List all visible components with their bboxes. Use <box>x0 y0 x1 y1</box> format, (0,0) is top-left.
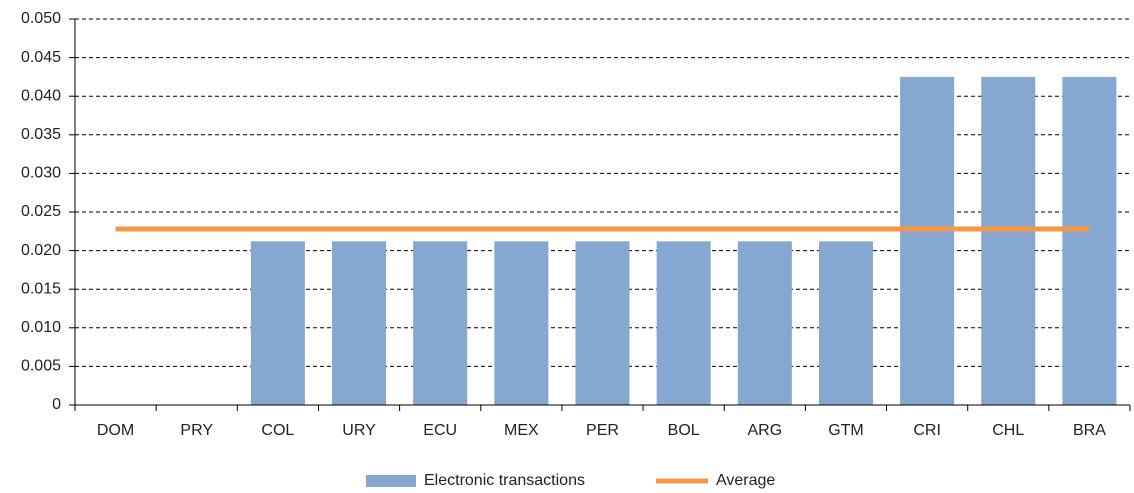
y-tick-label: 0.015 <box>21 280 61 297</box>
y-tick-label: 0.035 <box>21 126 61 143</box>
bar <box>737 241 792 405</box>
x-tick-label: URY <box>342 422 376 439</box>
bar <box>494 241 549 405</box>
x-tick-label: BOL <box>668 422 700 439</box>
y-tick-label: 0.010 <box>21 319 61 336</box>
x-tick-label: CRI <box>913 422 941 439</box>
bar <box>818 241 873 405</box>
x-tick-label: COL <box>261 422 294 439</box>
x-tick-label: MEX <box>504 422 539 439</box>
y-tick-label: 0.045 <box>21 49 61 66</box>
bar <box>1062 76 1117 406</box>
bar <box>250 241 305 405</box>
bar <box>900 76 955 406</box>
bar <box>413 241 468 405</box>
x-tick-label: ARG <box>747 422 782 439</box>
x-tick-label: CHL <box>992 422 1024 439</box>
y-tick-label: 0 <box>52 396 61 413</box>
bar <box>981 76 1036 406</box>
legend-label: Electronic transactions <box>424 472 585 489</box>
legend-swatch <box>366 475 416 487</box>
y-tick-label: 0.025 <box>21 203 61 220</box>
x-tick-label: PRY <box>180 422 213 439</box>
x-tick-label: BRA <box>1073 422 1106 439</box>
y-tick-label: 0.030 <box>21 165 61 182</box>
legend-label: Average <box>716 472 775 489</box>
y-tick-label: 0.005 <box>21 358 61 375</box>
x-tick-label: PER <box>586 422 619 439</box>
y-tick-label: 0.020 <box>21 242 61 259</box>
y-tick-label: 0.050 <box>21 10 61 27</box>
bar <box>656 241 711 405</box>
y-tick-label: 0.040 <box>21 87 61 104</box>
x-tick-label: DOM <box>97 422 134 439</box>
bar <box>575 241 630 405</box>
x-tick-label: GTM <box>828 422 864 439</box>
bar <box>332 241 387 405</box>
x-tick-label: ECU <box>423 422 457 439</box>
